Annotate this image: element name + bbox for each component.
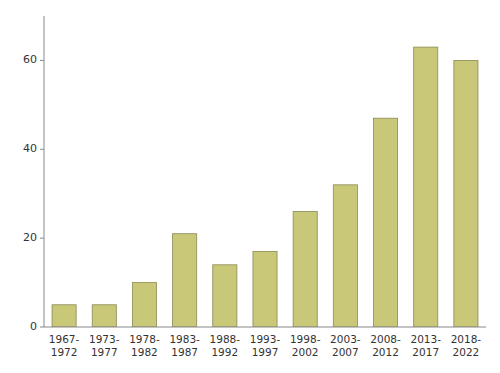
x-tick-label: 2008-2012 [370, 333, 401, 358]
x-tick-label: 1983-1987 [169, 333, 200, 358]
x-tick-label-line: 2017 [412, 346, 439, 358]
y-tick [40, 327, 44, 328]
x-tick-label: 2003-2007 [330, 333, 361, 358]
y-tick-label: 20 [23, 231, 37, 244]
chart-container: 02040601967-19721973-19771978-19821983-1… [0, 0, 500, 373]
x-tick-label-line: 2022 [453, 346, 480, 358]
bar [333, 185, 357, 327]
bar [253, 251, 277, 327]
x-tick-label-line: 1988- [210, 333, 241, 345]
y-tick-label: 40 [23, 142, 37, 155]
x-tick-label: 2013-2017 [410, 333, 441, 358]
x-tick-label: 2018-2022 [451, 333, 482, 358]
x-tick-label-line: 1973- [89, 333, 120, 345]
x-tick-label-line: 2002 [292, 346, 319, 358]
x-tick-label-line: 1977 [91, 346, 118, 358]
bar [173, 234, 197, 327]
x-tick-label-line: 1997 [252, 346, 279, 358]
bars [52, 47, 478, 327]
x-axis-line [44, 327, 486, 328]
x-tick-label-line: 1967- [49, 333, 80, 345]
x-tick-label-line: 1978- [129, 333, 160, 345]
bar [132, 283, 156, 327]
x-tick-label: 1973-1977 [89, 333, 120, 358]
x-tick-label-line: 1992 [211, 346, 238, 358]
x-tick-label-line: 2008- [370, 333, 401, 345]
y-tick-label: 60 [23, 53, 37, 66]
x-tick-label-line: 2007 [332, 346, 359, 358]
x-tick-label-line: 2018- [451, 333, 482, 345]
x-tick-label: 1998-2002 [290, 333, 321, 358]
x-tick-label: 1967-1972 [49, 333, 80, 358]
bar [213, 265, 237, 327]
x-tick-label: 1988-1992 [210, 333, 241, 358]
x-tick-label-line: 1982 [131, 346, 158, 358]
x-tick-label-line: 1983- [169, 333, 200, 345]
bar [52, 305, 76, 327]
x-tick-label-line: 2012 [372, 346, 399, 358]
y-axis-line [44, 16, 45, 327]
bar [373, 118, 397, 327]
y-tick [40, 238, 44, 239]
bar [414, 47, 438, 327]
y-tick [40, 149, 44, 150]
x-tick-label-line: 1987 [171, 346, 198, 358]
x-tick-label: 1993-1997 [250, 333, 281, 358]
y-tick-label: 0 [30, 320, 37, 333]
chart: 02040601967-19721973-19771978-19821983-1… [0, 0, 500, 373]
x-tick-label-line: 2013- [410, 333, 441, 345]
y-tick [40, 60, 44, 61]
bar [92, 305, 116, 327]
x-tick-label-line: 1972 [51, 346, 78, 358]
bar [293, 211, 317, 327]
x-tick-label-line: 1993- [250, 333, 281, 345]
x-tick-label-line: 1998- [290, 333, 321, 345]
x-tick-label-line: 2003- [330, 333, 361, 345]
bar [454, 60, 478, 327]
x-tick-label: 1978-1982 [129, 333, 160, 358]
